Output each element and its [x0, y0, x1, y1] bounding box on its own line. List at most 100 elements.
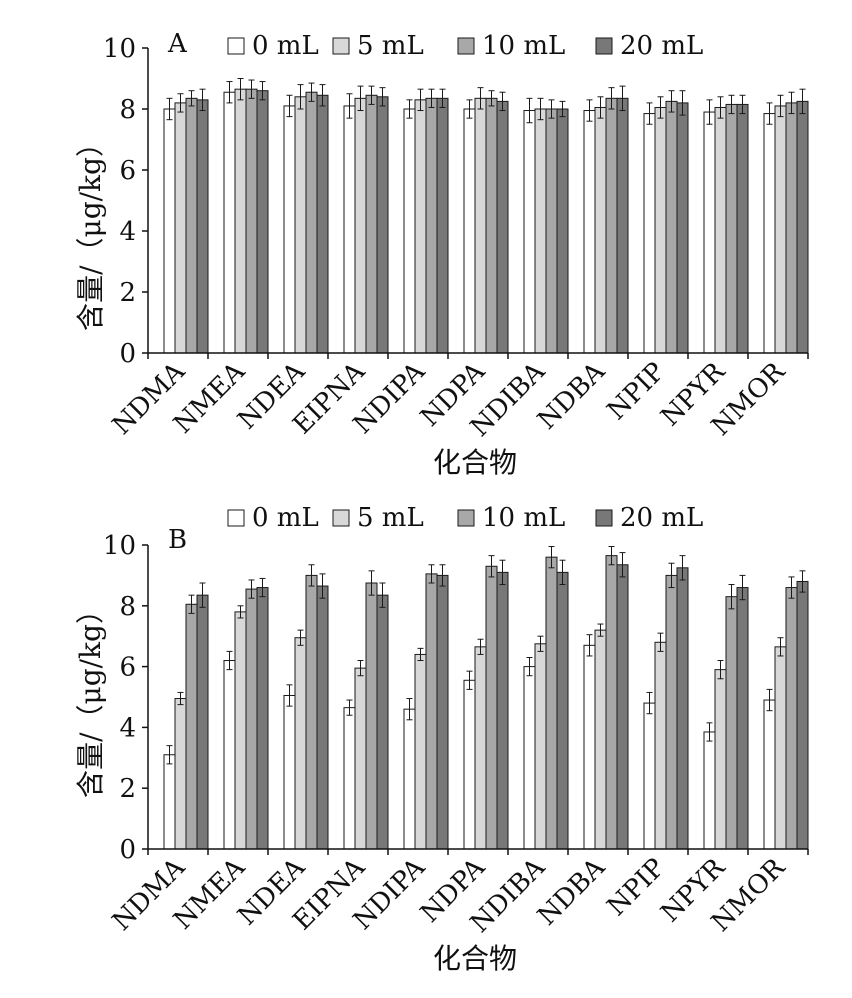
- error-bar: [739, 574, 746, 601]
- bar: [414, 653, 427, 850]
- legend-swatch: [595, 37, 613, 55]
- error-bar: [319, 573, 326, 599]
- legend-item: 0 mL: [227, 503, 319, 533]
- bar: [485, 565, 498, 850]
- y-tick-label: 6: [119, 156, 136, 186]
- bar: [676, 567, 689, 850]
- bar: [665, 574, 678, 850]
- bar: [736, 103, 749, 354]
- x-axis-title-a: 化合物: [433, 446, 517, 479]
- bar: [594, 106, 607, 354]
- legend-label: 20 mL: [620, 503, 703, 533]
- bar: [485, 97, 498, 354]
- error-bar: [679, 90, 686, 116]
- bar: [523, 110, 536, 354]
- error-bar: [766, 102, 773, 125]
- error-bar: [286, 94, 293, 118]
- bar: [436, 574, 449, 850]
- error-bar: [499, 91, 506, 112]
- error-bar: [586, 634, 593, 657]
- bar: [425, 573, 438, 850]
- bar: [316, 585, 329, 850]
- legend-item: 5 mL: [332, 503, 424, 533]
- bar: [174, 102, 187, 354]
- bar: [414, 99, 427, 354]
- bar: [714, 106, 727, 354]
- bar: [785, 102, 798, 354]
- error-bar: [297, 629, 304, 646]
- error-bar: [788, 91, 795, 115]
- legend-label: 0 mL: [252, 31, 319, 61]
- error-bar: [777, 94, 784, 118]
- x-axis-title-b: 化合物: [433, 942, 517, 975]
- error-bar: [788, 576, 795, 599]
- error-bar: [226, 650, 233, 671]
- legend-label: 10 mL: [482, 31, 565, 61]
- bar: [185, 97, 198, 354]
- error-bar: [226, 81, 233, 104]
- error-bar: [346, 699, 353, 716]
- bar: [365, 94, 378, 354]
- bar: [796, 100, 809, 354]
- error-bar: [379, 582, 386, 608]
- bar: [403, 108, 416, 354]
- bar: [245, 588, 258, 850]
- bar: [474, 97, 487, 354]
- bar: [223, 91, 236, 354]
- legend-swatch: [332, 509, 350, 527]
- bar: [785, 587, 798, 850]
- bar: [234, 611, 247, 850]
- bar: [256, 587, 269, 850]
- error-bar: [346, 93, 353, 119]
- legend-label: 20 mL: [620, 31, 703, 61]
- bar: [654, 106, 667, 354]
- error-bar: [597, 96, 604, 119]
- bar: [774, 105, 787, 354]
- error-bar: [237, 605, 244, 619]
- bar: [736, 587, 749, 850]
- y-tick-label: 0: [119, 339, 136, 369]
- bar: [316, 94, 329, 354]
- bar: [305, 574, 318, 850]
- bar: [283, 694, 296, 850]
- bar: [365, 582, 378, 850]
- error-bar: [488, 90, 495, 107]
- bar: [714, 669, 727, 850]
- y-tick-label: 6: [119, 653, 136, 683]
- error-bar: [379, 87, 386, 107]
- error-bar: [177, 93, 184, 113]
- error-bar: [308, 564, 315, 587]
- legend-b: 0 mL 5 mL 10 mL 20 mL: [227, 503, 703, 533]
- error-bar: [188, 90, 195, 107]
- error-bar: [739, 94, 746, 115]
- error-bar: [428, 564, 435, 584]
- y-tick-label: 10: [103, 531, 136, 561]
- error-bar: [439, 564, 446, 587]
- error-bar: [777, 637, 784, 657]
- bar: [294, 96, 307, 354]
- error-bar: [199, 582, 206, 608]
- bar: [354, 667, 367, 850]
- bar: [496, 100, 509, 354]
- error-bar: [537, 97, 544, 121]
- legend-item: 0 mL: [227, 31, 319, 61]
- error-bar: [357, 660, 364, 677]
- error-bar: [166, 97, 173, 121]
- error-bar: [619, 85, 626, 112]
- error-bar: [706, 99, 713, 125]
- bar: [583, 110, 596, 354]
- legend-swatch: [457, 37, 475, 55]
- bar: [403, 708, 416, 850]
- bar: [763, 699, 776, 850]
- error-bar: [668, 90, 675, 113]
- x-tick-label: NDBA: [532, 356, 612, 436]
- error-bar: [559, 559, 566, 586]
- bar: [534, 108, 547, 354]
- legend-label: 5 mL: [357, 31, 424, 61]
- bar: [545, 108, 558, 354]
- y-tick-label: 8: [119, 95, 136, 125]
- y-axis-title-a: 含量/（μg/kg）: [74, 129, 107, 331]
- bar: [223, 660, 236, 850]
- error-bar: [717, 96, 724, 119]
- error-bar: [237, 78, 244, 101]
